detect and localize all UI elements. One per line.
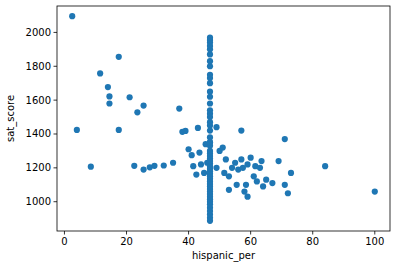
point: [201, 170, 207, 176]
point: [282, 182, 288, 188]
point: [140, 102, 146, 108]
point: [260, 183, 266, 189]
y-axis-label: sat_score: [5, 95, 17, 142]
point: [220, 144, 226, 150]
point: [207, 35, 213, 41]
point: [288, 170, 294, 176]
point: [161, 162, 167, 168]
point: [207, 139, 213, 145]
point: [248, 155, 254, 161]
point: [198, 161, 204, 167]
point: [254, 178, 260, 184]
x-tick-label: 80: [306, 236, 319, 247]
point: [151, 163, 157, 169]
point: [185, 146, 191, 152]
point: [207, 139, 213, 145]
point: [74, 127, 80, 133]
point: [182, 128, 188, 134]
point: [322, 163, 328, 169]
point: [207, 100, 213, 106]
point: [234, 182, 240, 188]
point: [195, 125, 201, 131]
point: [170, 160, 176, 166]
y-tick-label: 1800: [26, 61, 51, 72]
point: [213, 165, 219, 171]
point: [106, 93, 112, 99]
point: [106, 100, 112, 106]
x-tick-label: 40: [182, 236, 195, 247]
point: [223, 156, 229, 162]
y-tick: [54, 133, 58, 134]
x-tick-label: 0: [61, 236, 67, 247]
point: [131, 163, 137, 169]
point: [213, 124, 219, 130]
point: [207, 107, 213, 113]
point: [257, 165, 263, 171]
point: [372, 188, 378, 194]
point: [116, 127, 122, 133]
x-axis-label: hispanic_per: [192, 250, 256, 262]
x-tick: [188, 231, 189, 235]
x-tick-label: 100: [365, 236, 384, 247]
point: [243, 182, 249, 188]
point: [190, 163, 196, 169]
point: [244, 161, 250, 167]
point: [193, 172, 199, 178]
point: [226, 173, 232, 179]
point: [226, 187, 232, 193]
x-tick: [312, 231, 313, 235]
y-tick: [54, 201, 58, 202]
point: [258, 158, 264, 164]
x-tick: [64, 231, 65, 235]
chart: 0 20 40 60 80 100 1000 1200 1400 1600 1800 2000 hisp…: [0, 0, 395, 263]
point: [238, 156, 244, 162]
point: [269, 180, 275, 186]
y-tick-label: 1400: [26, 128, 51, 139]
point: [285, 190, 291, 196]
point: [207, 89, 213, 95]
point: [97, 70, 103, 76]
x-tick: [374, 231, 375, 235]
x-tick-label: 60: [244, 236, 257, 247]
point: [140, 166, 146, 172]
point: [88, 164, 94, 170]
point: [105, 84, 111, 90]
y-tick: [54, 66, 58, 67]
point: [263, 177, 269, 183]
point: [207, 72, 213, 78]
point: [189, 152, 195, 158]
y-tick-label: 1000: [26, 196, 51, 207]
point: [69, 13, 75, 19]
plot-frame: [57, 6, 390, 231]
y-tick: [54, 32, 58, 33]
point: [176, 105, 182, 111]
y-tick-label: 2000: [26, 27, 51, 38]
y-tick: [54, 100, 58, 101]
x-tick-label: 20: [120, 236, 133, 247]
points: [69, 13, 378, 224]
y-tick-label: 1600: [26, 95, 51, 106]
point: [116, 54, 122, 60]
point: [134, 109, 140, 115]
x-tick: [126, 231, 127, 235]
point: [244, 194, 250, 200]
point: [232, 160, 238, 166]
point: [282, 136, 288, 142]
y-tick: [54, 167, 58, 168]
point: [127, 94, 133, 100]
point: [275, 158, 281, 164]
y-tick-label: 1200: [26, 162, 51, 173]
x-tick: [250, 231, 251, 235]
point: [196, 150, 202, 156]
point: [238, 128, 244, 134]
point: [207, 58, 213, 64]
